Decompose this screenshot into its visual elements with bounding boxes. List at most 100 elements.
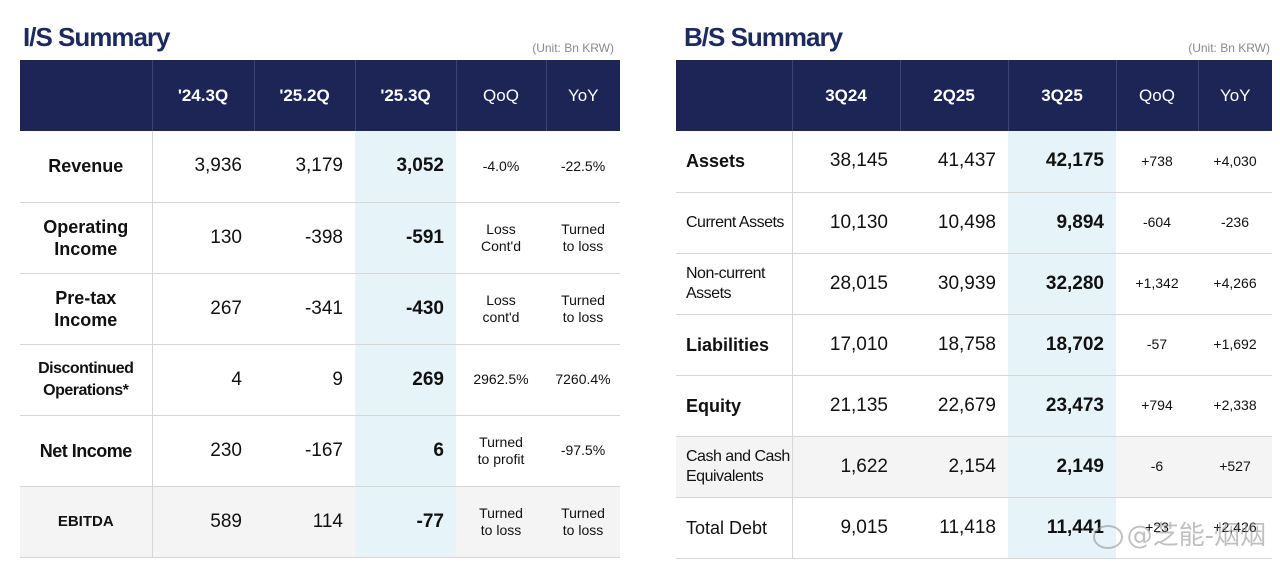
bs-header-row: 3Q24 2Q25 3Q25 QoQ YoY: [676, 60, 1272, 131]
is-unit-label: (Unit: Bn KRW): [532, 41, 614, 55]
bs-row-label: Total Debt: [676, 497, 793, 559]
bs-header-label: [676, 60, 793, 131]
bs-yoy-cell: +1,692: [1198, 314, 1272, 376]
is-yoy-cell: Turned to loss: [546, 273, 620, 345]
is-header-col: '25.3Q: [355, 60, 457, 131]
is-row-label: Pre-tax Income: [20, 273, 153, 345]
is-yoy-cell: 7260.4%: [546, 344, 620, 416]
is-summary-table: '24.3Q '25.2Q '25.3Q QoQ YoY Revenue 3,9…: [20, 60, 620, 558]
is-summary-title: I/S Summary: [23, 22, 171, 52]
weibo-icon: [1092, 524, 1123, 549]
is-row-ebitda: EBITDA 589 114 -77 Turned to loss Turned t…: [20, 486, 620, 558]
bs-qoq-cell: +23: [1116, 497, 1198, 559]
bs-row-total-debt: Total Debt 9,015 11,418 11,441 +23 +2,42…: [676, 497, 1272, 559]
bs-cell: 41,437: [900, 131, 1008, 193]
bs-cell: 21,135: [792, 375, 900, 437]
bs-summary-title: B/S Summary: [684, 22, 843, 52]
bs-qoq-cell: +1,342: [1116, 253, 1198, 315]
bs-header-col: 3Q24: [792, 60, 901, 131]
bs-row-label: Liabilities: [676, 314, 793, 376]
bs-summary-table: 3Q24 2Q25 3Q25 QoQ YoY Assets 38,145 41,…: [676, 60, 1272, 559]
bs-row-label: Current Assets: [676, 192, 793, 254]
is-qoq-cell: Loss Cont'd: [456, 202, 546, 274]
is-yoy-cell: -22.5%: [546, 131, 620, 203]
is-qoq-cell: Turned to loss: [456, 486, 546, 558]
is-row-pretax-income: Pre-tax Income 267 -341 -430 Loss cont'd T…: [20, 273, 620, 345]
bs-qoq-cell: +738: [1116, 131, 1198, 193]
bs-header-col: 2Q25: [900, 60, 1009, 131]
bs-row-cash-equivalents: Cash and Cash Equivalents 1,622 2,154 2,1…: [676, 436, 1272, 498]
is-row-operating-income: Operating Income 130 -398 -591 Loss Cont'd…: [20, 202, 620, 274]
bs-cell: 9,015: [792, 497, 900, 559]
bs-cell: 1,622: [792, 436, 900, 498]
is-cell-highlight: 6: [355, 415, 456, 487]
bs-cell: 30,939: [900, 253, 1008, 315]
bs-cell-highlight: 23,473: [1008, 375, 1116, 437]
is-cell: 589: [152, 486, 254, 558]
bs-header-col: QoQ: [1116, 60, 1199, 131]
is-cell: 3,936: [152, 131, 254, 203]
is-row-label: Revenue: [20, 131, 153, 203]
bs-cell: 18,758: [900, 314, 1008, 376]
bs-yoy-cell: +2,338: [1198, 375, 1272, 437]
is-cell: 4: [152, 344, 254, 416]
is-row-label: EBITDA: [20, 486, 153, 558]
is-row-label: Operating Income: [20, 202, 153, 274]
bs-cell: 38,145: [792, 131, 900, 193]
bs-row-liabilities: Liabilities 17,010 18,758 18,702 -57 +1,…: [676, 314, 1272, 376]
bs-qoq-cell: -604: [1116, 192, 1198, 254]
bs-row-label: Equity: [676, 375, 793, 437]
bs-cell: 10,130: [792, 192, 900, 254]
is-cell-highlight: -591: [355, 202, 456, 274]
bs-row-noncurrent-assets: Non-current Assets 28,015 30,939 32,280 +…: [676, 253, 1272, 315]
is-cell: 267: [152, 273, 254, 345]
bs-row-label: Assets: [676, 131, 793, 193]
is-header-row: '24.3Q '25.2Q '25.3Q QoQ YoY: [20, 60, 620, 131]
is-cell-highlight: 269: [355, 344, 456, 416]
is-cell: -398: [254, 202, 355, 274]
is-cell-highlight: 3,052: [355, 131, 456, 203]
bs-cell: 2,154: [900, 436, 1008, 498]
is-qoq-cell: Loss cont'd: [456, 273, 546, 345]
is-cell: -341: [254, 273, 355, 345]
bs-yoy-cell: +4,266: [1198, 253, 1272, 315]
is-header-col: '24.3Q: [152, 60, 255, 131]
watermark: @芝能-烟烟: [1092, 515, 1266, 552]
is-yoy-cell: -97.5%: [546, 415, 620, 487]
is-row-revenue: Revenue 3,936 3,179 3,052 -4.0% -22.5%: [20, 131, 620, 203]
bs-cell-highlight: 2,149: [1008, 436, 1116, 498]
bs-cell-highlight: 18,702: [1008, 314, 1116, 376]
is-row-label: Discontinued Operations*: [20, 344, 153, 416]
bs-unit-label: (Unit: Bn KRW): [1188, 41, 1270, 55]
is-yoy-cell: Turned to loss: [546, 202, 620, 274]
bs-yoy-cell: +527: [1198, 436, 1272, 498]
bs-qoq-cell: -6: [1116, 436, 1198, 498]
is-cell-highlight: -430: [355, 273, 456, 345]
bs-cell-highlight: 32,280: [1008, 253, 1116, 315]
bs-header-col: 3Q25: [1008, 60, 1117, 131]
bs-cell: 11,418: [900, 497, 1008, 559]
bs-cell-highlight: 9,894: [1008, 192, 1116, 254]
bs-cell: 28,015: [792, 253, 900, 315]
is-cell: 9: [254, 344, 355, 416]
is-cell-highlight: -77: [355, 486, 456, 558]
bs-header-col: YoY: [1198, 60, 1272, 131]
is-yoy-cell: Turned to loss: [546, 486, 620, 558]
bs-cell: 17,010: [792, 314, 900, 376]
bs-yoy-cell: +4,030: [1198, 131, 1272, 193]
is-row-net-income: Net Income 230 -167 6 Turned to profit -9…: [20, 415, 620, 487]
bs-cell-highlight: 42,175: [1008, 131, 1116, 193]
bs-row-label: Cash and Cash Equivalents: [676, 436, 793, 498]
bs-yoy-cell: -236: [1198, 192, 1272, 254]
bs-row-assets: Assets 38,145 41,437 42,175 +738 +4,030: [676, 131, 1272, 193]
is-qoq-cell: Turned to profit: [456, 415, 546, 487]
is-cell: 230: [152, 415, 254, 487]
bs-qoq-cell: +794: [1116, 375, 1198, 437]
is-header-col: QoQ: [456, 60, 547, 131]
is-cell: 130: [152, 202, 254, 274]
bs-qoq-cell: -57: [1116, 314, 1198, 376]
bs-yoy-cell: +2,426: [1198, 497, 1272, 559]
is-row-label: Net Income: [20, 415, 153, 487]
is-cell: 3,179: [254, 131, 355, 203]
is-cell: -167: [254, 415, 355, 487]
